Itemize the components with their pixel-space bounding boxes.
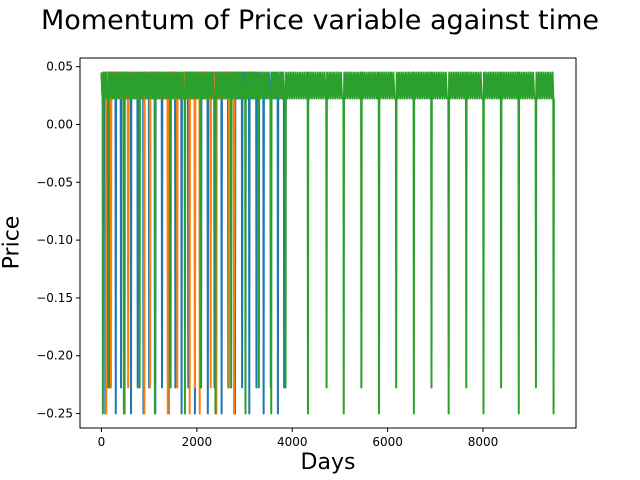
axes-frame	[79, 57, 577, 429]
x-axis-label: Days	[300, 450, 356, 475]
y-tick-label: 0.05	[46, 60, 73, 74]
series-line-3	[100, 71, 555, 415]
x-tick-label: 4000	[277, 435, 308, 449]
y-tick-label: −0.05	[36, 175, 73, 189]
y-tick-label: −0.15	[36, 291, 73, 305]
y-tick-label: −0.25	[36, 407, 73, 421]
y-tick-label: −0.10	[36, 233, 73, 247]
x-tick-label: 8000	[468, 435, 499, 449]
chart-title: Momentum of Price variable against time	[40, 5, 600, 36]
x-tick-label: 0	[98, 435, 106, 449]
x-tick-label: 2000	[182, 435, 213, 449]
y-axis-label: Price	[0, 215, 25, 270]
y-tick-label: −0.20	[36, 349, 73, 363]
x-tick-label: 6000	[372, 435, 403, 449]
y-tick-label: 0.00	[46, 117, 73, 131]
